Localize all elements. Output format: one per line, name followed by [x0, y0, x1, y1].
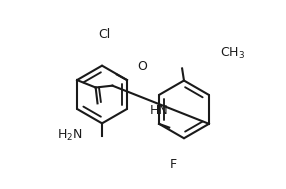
- Text: Cl: Cl: [99, 28, 111, 41]
- Text: F: F: [170, 158, 177, 171]
- Text: H$_2$N: H$_2$N: [57, 128, 83, 143]
- Text: O: O: [138, 60, 148, 73]
- Text: CH$_3$: CH$_3$: [220, 46, 245, 61]
- Text: HN: HN: [150, 104, 169, 117]
